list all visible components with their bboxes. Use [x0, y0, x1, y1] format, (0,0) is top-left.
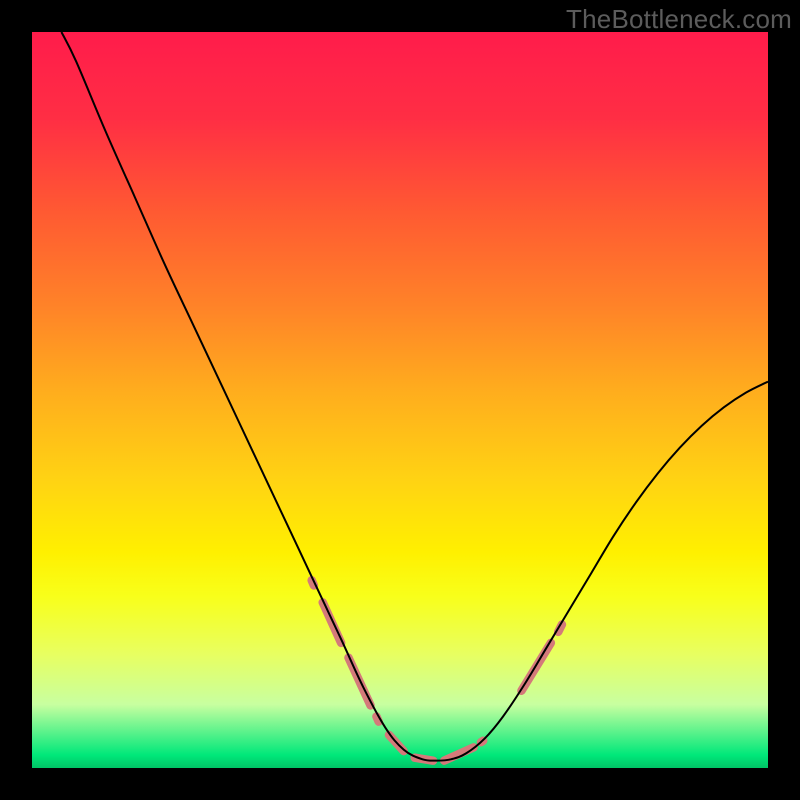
- bottleneck-curve: [61, 32, 768, 761]
- dash-segment: [323, 602, 341, 642]
- plot-area: [32, 32, 768, 768]
- dash-segment: [444, 747, 473, 760]
- chart-svg: [32, 32, 768, 768]
- watermark-text: TheBottleneck.com: [566, 4, 792, 35]
